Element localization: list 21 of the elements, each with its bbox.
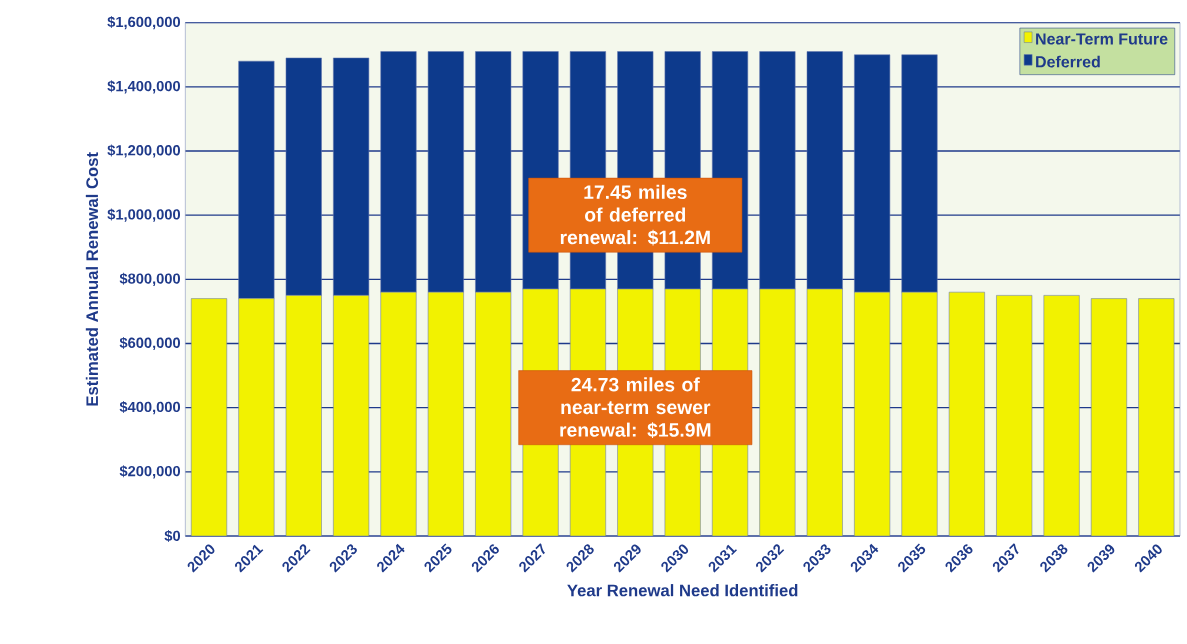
bar xyxy=(1090,298,1127,536)
y-tick-label: $600,000 xyxy=(119,336,181,351)
y-tick-label: $400,000 xyxy=(119,401,181,415)
y-tick-label: $0 xyxy=(164,530,181,542)
bar xyxy=(1138,298,1175,536)
y-axis-title: Estimated Annual Renewal Cost xyxy=(85,152,99,406)
y-tick-label: $200,000 xyxy=(119,465,181,479)
y-tick-label: $800,000 xyxy=(119,272,181,286)
y-tick-label: $1,400,000 xyxy=(107,80,181,94)
bar xyxy=(996,295,1033,536)
y-tick-label: $1,200,000 xyxy=(107,144,181,158)
legend-label: Deferred xyxy=(1036,55,1100,68)
annotation: 24.73 miles of near-term sewer renewal: $15.9M xyxy=(560,377,711,439)
x-axis-title: Year Renewal Need Identified xyxy=(567,584,798,597)
bar xyxy=(948,291,985,536)
bar xyxy=(1043,295,1080,536)
y-tick-label: $1,600,000 xyxy=(107,16,181,30)
bar xyxy=(190,298,228,536)
y-tick-label: $1,000,000 xyxy=(107,208,181,222)
annotation: 17.45 miles of deferred renewal: $11.2M xyxy=(560,184,710,246)
legend-label: Near-Term Future xyxy=(1036,33,1168,45)
